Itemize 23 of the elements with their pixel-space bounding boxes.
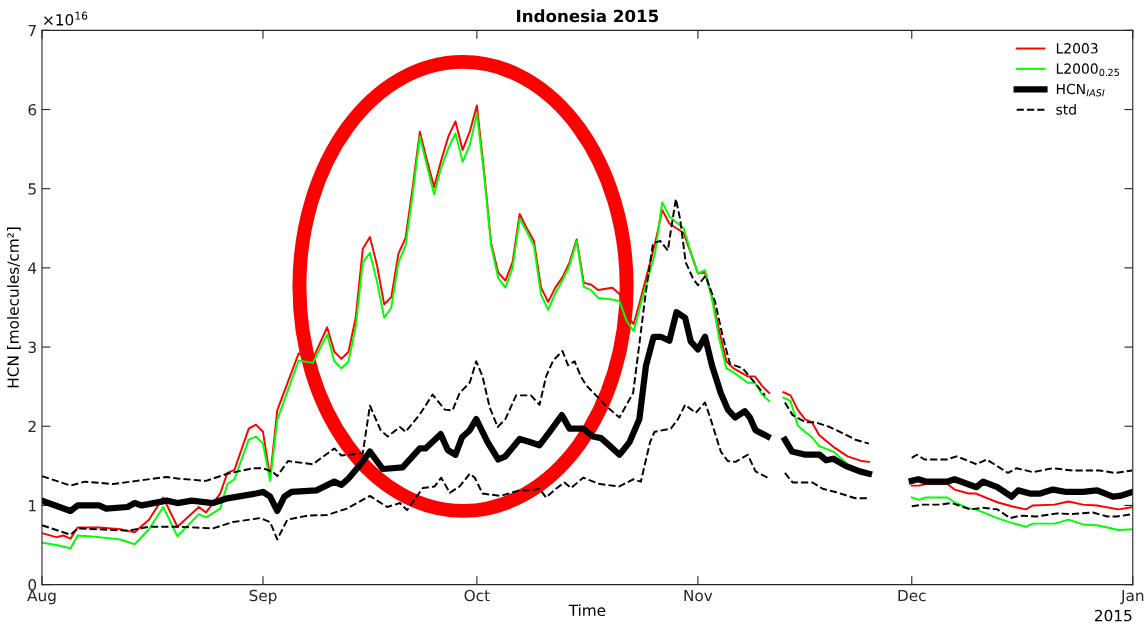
x-tick-label: Nov xyxy=(684,589,713,602)
legend-label: L2000$_{0.25}$ xyxy=(1056,63,1120,77)
chart-title: Indonesia 2015 xyxy=(517,9,659,23)
x-tick-label: Dec xyxy=(898,589,926,602)
text: ×10$^{16}$ xyxy=(44,11,88,26)
y-tick-label: 2 xyxy=(28,420,36,433)
legend-label: HCN$_{IASI}$ xyxy=(1056,83,1105,97)
y-tick-label: 6 xyxy=(28,103,37,116)
x-tick-label: Oct xyxy=(464,589,490,602)
y-tick-label: 5 xyxy=(28,183,36,195)
y-axis-title: HCN [molecules/cm²] xyxy=(7,227,21,388)
x-tick-label: Jan xyxy=(1120,589,1144,605)
x-tick-label: Sep xyxy=(249,589,277,605)
x-axis-title: Time xyxy=(568,604,606,617)
legend-label: L2003 xyxy=(1056,43,1098,54)
y-tick-label: 0 xyxy=(28,579,37,591)
text: 2015 xyxy=(1095,609,1132,622)
y-tick-label: 4 xyxy=(28,262,37,274)
y-tick-label: 7 xyxy=(28,25,36,37)
y-tick-label: 1 xyxy=(29,500,36,512)
y-tick-label: 3 xyxy=(28,341,36,354)
legend-label: std xyxy=(1056,103,1076,115)
x-tick-label: Aug xyxy=(27,589,56,605)
